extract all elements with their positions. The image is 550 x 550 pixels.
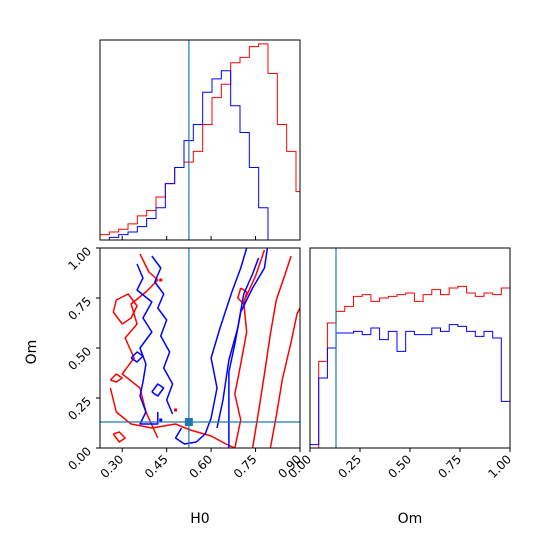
om-y-tick-label-0: 0.00 (65, 444, 94, 473)
contour-line-blue-9 (136, 263, 159, 425)
contour-marker-red-1 (174, 408, 178, 412)
h0-om-contour-panel: 0.30 0.45 0.60 0.75 0.900.000.250.500.751.00 (65, 244, 304, 481)
contour-line-red-5 (269, 307, 300, 448)
h0-histogram-frame (99, 39, 301, 241)
h0-histogram-blue (100, 70, 300, 241)
h0-x-tick-label-3: 0.75 (231, 452, 260, 481)
contour-line-blue-14 (151, 383, 165, 397)
h0-histogram-red (99, 43, 301, 240)
contour-line-blue-15 (130, 351, 144, 363)
om-histogram-panel: 0.00 0.25 0.50 0.75 1.00 (285, 247, 514, 481)
contour-layer (100, 248, 300, 448)
om-y-tick-label-3: 0.75 (65, 294, 94, 323)
contour-line-red-2 (121, 253, 159, 439)
h0-x-tick-label-1: 0.45 (142, 452, 171, 481)
contour-line-red-1 (109, 387, 236, 448)
contour-marker-blue-2 (159, 418, 163, 422)
contour-line-red-3 (234, 249, 266, 448)
om-x-tick-label-4: 1.00 (485, 452, 514, 481)
om-y-tick-label-2: 0.50 (65, 344, 94, 373)
om-x-tick-label-3: 0.75 (435, 452, 464, 481)
om-histogram-blue (309, 324, 511, 448)
contour-line-red-0 (112, 293, 138, 325)
om-x-tick-label-2: 0.50 (385, 452, 414, 481)
om-histogram-red (310, 285, 511, 449)
om-y-tick-label-1: 0.25 (65, 394, 94, 423)
h0-om-truth-marker (184, 418, 193, 426)
contour-line-blue-11 (174, 248, 248, 445)
contour-line-blue-13 (216, 257, 260, 429)
y-axis-label-om: Om (24, 340, 40, 365)
x-axis-label-h0: H0 (190, 511, 209, 527)
contour-line-blue-12 (228, 248, 269, 448)
om-y-tick-label-4: 1.00 (65, 244, 94, 273)
contour-line-red-4 (251, 255, 292, 448)
h0-x-tick-label-2: 0.60 (186, 452, 215, 481)
om-histogram-frame (309, 247, 511, 449)
contour-line-red-7 (112, 431, 126, 443)
contour-line-red-8 (109, 373, 123, 383)
h0-histogram-panel (99, 39, 301, 241)
contour-marker-red-0 (159, 278, 163, 282)
om-x-tick-label-1: 0.25 (335, 452, 364, 481)
contour-line-blue-10 (151, 255, 174, 415)
x-axis-label-om: Om (398, 511, 423, 527)
h0-x-tick-label-0: 0.30 (98, 452, 127, 481)
